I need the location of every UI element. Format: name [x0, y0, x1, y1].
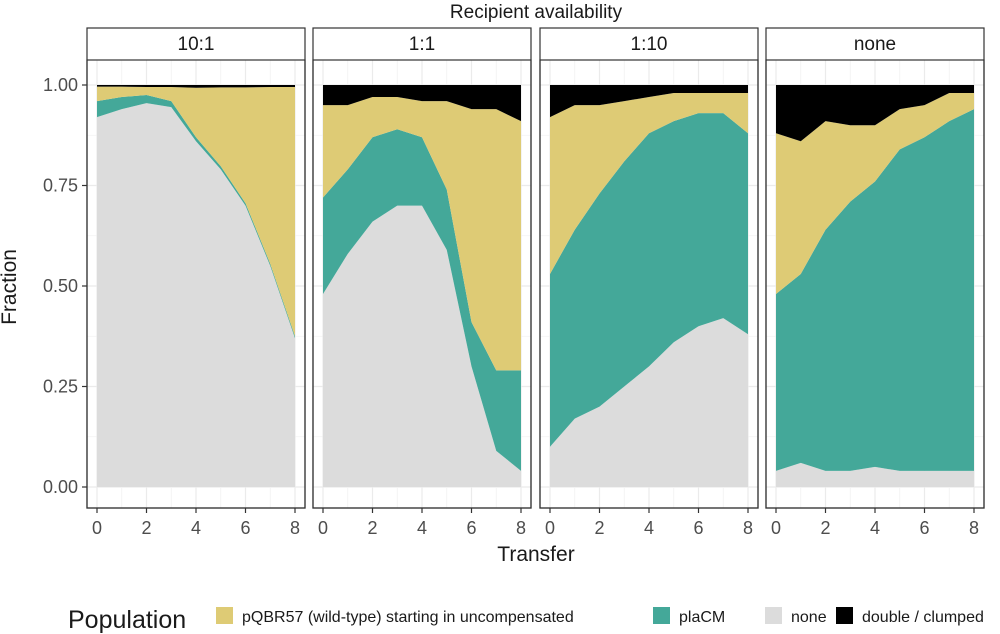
area-placm — [776, 109, 974, 471]
facet-strip-label: none — [854, 34, 896, 55]
legend-key-double — [836, 607, 853, 624]
area-double — [776, 85, 974, 142]
x-tick-label: 8 — [743, 518, 753, 538]
facet-strip-label: 1:10 — [631, 34, 668, 55]
facet-panel: 1:10 0 2 4 6 8 — [539, 27, 759, 538]
facet-strip — [87, 28, 305, 60]
facet-strip — [313, 28, 531, 60]
area-none — [323, 205, 521, 487]
area-pqbr57 — [776, 93, 974, 295]
y-axis-title: Fraction — [0, 249, 21, 325]
facet-panel: 10:1 0 2 4 6 8 — [86, 27, 306, 538]
y-tick-label: 0.25 — [43, 377, 78, 397]
legend-item: double / clumped — [836, 607, 984, 626]
facet-panel: none 0 2 4 6 8 — [765, 27, 985, 538]
legend-label: plaCM — [679, 609, 725, 626]
y-tick-label: 0.75 — [43, 176, 78, 196]
legend-key-placm — [653, 607, 670, 624]
x-tick-label: 0 — [545, 518, 555, 538]
x-tick-label: 8 — [290, 518, 300, 538]
y-axis: 0.00 0.25 0.50 0.75 1.00 — [43, 75, 87, 497]
area-double — [97, 85, 295, 88]
x-tick-label: 2 — [141, 518, 151, 538]
area-double — [550, 85, 748, 118]
legend-item: plaCM — [653, 607, 725, 626]
x-tick-label: 0 — [771, 518, 781, 538]
facet-title: Recipient availability — [450, 2, 623, 23]
x-tick-label: 0 — [92, 518, 102, 538]
x-tick-label: 4 — [870, 518, 880, 538]
legend-label: double / clumped — [862, 609, 984, 626]
x-tick-label: 8 — [969, 518, 979, 538]
area-pqbr57 — [97, 86, 295, 337]
legend-item: none — [765, 607, 827, 626]
x-tick-label: 4 — [644, 518, 654, 538]
x-tick-label: 8 — [516, 518, 526, 538]
x-tick-label: 2 — [367, 518, 377, 538]
legend: Population pQBR57 (wild-type) starting in… — [68, 606, 984, 634]
x-tick-label: 4 — [417, 518, 427, 538]
x-tick-label: 6 — [693, 518, 703, 538]
facet-strip — [540, 28, 758, 60]
x-tick-label: 0 — [318, 518, 328, 538]
legend-key-none — [765, 607, 782, 624]
facet-strip-label: 10:1 — [178, 34, 215, 55]
facet-strip-label: 1:1 — [409, 34, 435, 55]
facet-strip — [766, 28, 984, 60]
area-pqbr57 — [323, 97, 521, 371]
area-none — [550, 318, 748, 487]
area-none — [97, 103, 295, 487]
x-tick-label: 4 — [191, 518, 201, 538]
legend-key-pqbr57 — [216, 607, 233, 624]
legend-label: pQBR57 (wild-type) starting in uncompens… — [242, 609, 574, 626]
y-tick-label: 0.00 — [43, 477, 78, 497]
area-placm — [323, 129, 521, 471]
area-none — [776, 462, 974, 487]
facet-panel: 1:1 0 2 4 6 8 — [312, 27, 532, 538]
y-tick-label: 1.00 — [43, 75, 78, 95]
x-tick-label: 6 — [466, 518, 476, 538]
x-tick-label: 2 — [820, 518, 830, 538]
y-tick-label: 0.50 — [43, 276, 78, 296]
legend-item: pQBR57 (wild-type) starting in uncompens… — [216, 607, 574, 626]
x-tick-label: 2 — [594, 518, 604, 538]
area-placm — [550, 113, 748, 447]
x-axis-title: Transfer — [497, 543, 574, 566]
x-tick-label: 6 — [240, 518, 250, 538]
x-tick-label: 6 — [919, 518, 929, 538]
legend-title: Population — [68, 606, 186, 634]
legend-label: none — [791, 609, 827, 626]
area-double — [323, 85, 521, 122]
area-pqbr57 — [550, 93, 748, 274]
